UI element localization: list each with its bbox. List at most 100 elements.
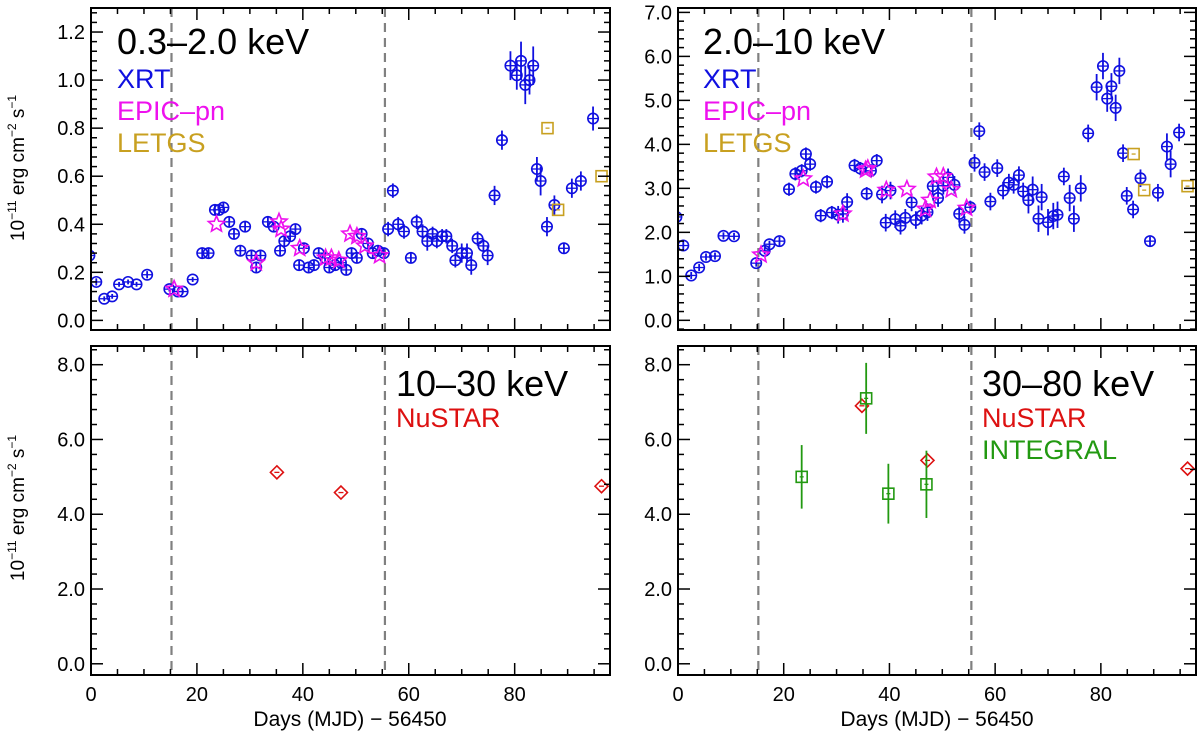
data-point <box>186 273 199 286</box>
data-point <box>857 158 878 178</box>
data-point <box>354 235 375 255</box>
x-tick-label: 80 <box>504 684 526 706</box>
data-point <box>814 209 827 222</box>
panel-title: 30–80 keV <box>982 363 1154 404</box>
data-point <box>1012 169 1025 182</box>
data-point <box>234 244 247 257</box>
data-point <box>921 206 934 219</box>
panel-0.3-2.0-kev: 0.0 0.2 0.4 0.6 0.8 1.0 1.2 0.3–2.0 keVXRTEPIC–… <box>57 7 611 332</box>
data-point <box>859 392 873 405</box>
x-tick-label: 20 <box>773 684 795 706</box>
y-tick-label: 1.2 <box>57 22 85 44</box>
x-tick-label: 80 <box>1090 684 1112 706</box>
data-point <box>799 148 812 161</box>
data-point <box>527 59 540 72</box>
axes-frame <box>677 345 1197 676</box>
data-point <box>446 239 459 252</box>
x-tick-label: 0 <box>85 684 96 706</box>
y-axis-label-cm-exponent: −2 <box>5 463 19 477</box>
y-axis-label-s: s <box>8 109 29 124</box>
data-point <box>1151 186 1164 199</box>
data-point <box>397 225 410 238</box>
data-point <box>728 230 741 243</box>
y-axis-label-s-exponent: −1 <box>5 435 19 449</box>
data-layer <box>269 464 610 501</box>
data-point <box>270 218 292 238</box>
data-point <box>678 211 683 223</box>
data-point <box>926 166 947 186</box>
y-tick-label: 1.0 <box>644 266 672 288</box>
data-point <box>382 223 395 236</box>
series-nustar <box>854 398 1196 477</box>
data-point <box>504 59 517 72</box>
data-point <box>1035 191 1048 204</box>
y-tick-label: 0.0 <box>644 310 672 332</box>
y-tick-label: 0.0 <box>57 654 85 676</box>
y-axis-label-exponent: −11 <box>5 200 19 220</box>
data-point <box>905 196 918 209</box>
data-point <box>540 220 553 233</box>
data-point <box>685 269 698 282</box>
data-point <box>809 181 822 194</box>
data-point <box>340 263 353 276</box>
y-tick-label: 2.0 <box>644 222 672 244</box>
y-tick-label: 0.2 <box>57 262 85 284</box>
data-point <box>206 213 227 233</box>
data-point <box>106 290 119 303</box>
data-point <box>1063 192 1076 205</box>
data-point <box>557 242 570 255</box>
data-point <box>1007 178 1020 191</box>
panel-30-80-kev: 0 20 40 60 80 0.0 2.0 4.0 6.0 8.0 30–80 keVNuSTARI… <box>644 345 1197 706</box>
y-tick-label: 2.0 <box>644 579 672 601</box>
data-point <box>1067 212 1080 225</box>
x-tick-label: 40 <box>292 684 314 706</box>
x-axis-label-left: Days (MJD) − 56450 <box>253 708 446 731</box>
data-point <box>941 179 962 199</box>
data-layer <box>678 52 1194 282</box>
data-point <box>1090 81 1103 94</box>
data-point <box>593 478 610 494</box>
data-point <box>804 158 817 171</box>
series-epic-pn <box>164 211 390 298</box>
y-tick-label: 4.0 <box>57 504 85 526</box>
panel-2.0-10-kev: 0.0 1.0 2.0 3.0 4.0 5.0 6.0 7.0 2.0–10 keVXRTEPI… <box>644 2 1197 332</box>
legend-epic-pn: EPIC–pn <box>117 96 225 126</box>
data-point <box>551 203 565 217</box>
data-point <box>773 235 786 248</box>
data-point <box>1134 172 1147 185</box>
data-point <box>1181 179 1194 193</box>
y-tick-label: 0.0 <box>57 310 85 332</box>
legend-epic-pn: EPIC–pn <box>703 96 811 126</box>
data-point <box>587 112 600 125</box>
data-point <box>1173 126 1186 139</box>
data-point <box>307 259 320 272</box>
data-point <box>915 198 936 218</box>
series-letgs <box>541 121 608 217</box>
y-axis-label-base: 10 <box>8 220 29 241</box>
data-point <box>750 244 772 264</box>
data-point <box>574 175 587 188</box>
data-point <box>289 237 310 257</box>
data-point <box>481 249 494 262</box>
y-tick-label: 4.0 <box>644 504 672 526</box>
data-point <box>1057 170 1070 183</box>
series-epic-pn <box>750 158 977 264</box>
data-point <box>919 189 941 209</box>
y-tick-label: 0.0 <box>644 654 672 676</box>
x-axis-label-right: Days (MJD) − 56450 <box>840 708 1033 731</box>
data-point <box>541 121 554 135</box>
x-tick-label: 60 <box>984 684 1006 706</box>
data-point <box>968 156 981 169</box>
data-point <box>1096 60 1109 73</box>
legend-letgs: LETGS <box>703 128 792 158</box>
y-tick-label: 8.0 <box>57 355 85 377</box>
data-point <box>860 187 873 200</box>
data-point <box>269 464 285 480</box>
data-point <box>919 452 936 469</box>
series-integral <box>795 362 933 524</box>
series-xrt <box>678 52 1186 282</box>
y-tick-label: 2.0 <box>57 579 85 601</box>
data-point <box>793 168 814 188</box>
legend-xrt: XRT <box>117 64 171 94</box>
